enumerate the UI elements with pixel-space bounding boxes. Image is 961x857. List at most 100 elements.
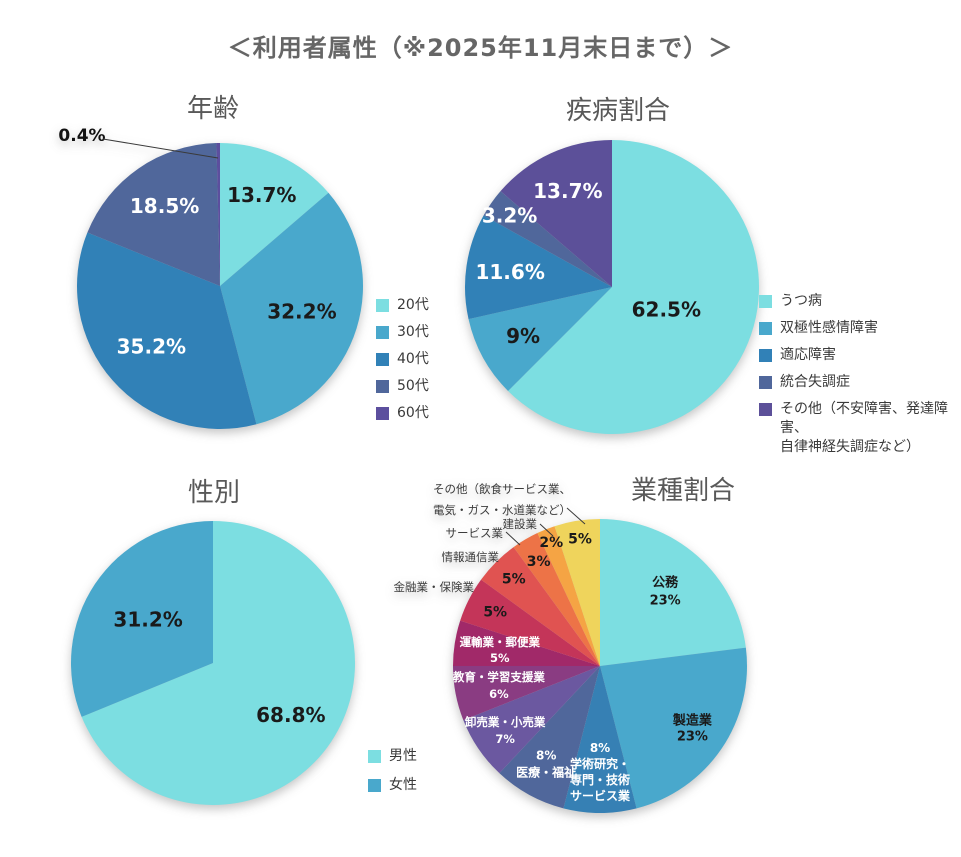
pie-label: 公務 — [652, 575, 679, 591]
legend-swatch — [376, 299, 389, 312]
pie-label: 35.2% — [117, 335, 186, 359]
legend-item-disease-3: 統合失調症 — [759, 373, 961, 392]
legend-swatch — [376, 407, 389, 420]
legend-label: 40代 — [397, 351, 429, 367]
pie-slice-industry-5 — [453, 666, 600, 721]
pie-label: 5% — [568, 532, 592, 548]
legend-label: 20代 — [397, 297, 429, 313]
pie-label: 運輸業・郵便業 — [460, 635, 541, 649]
legend-label: 統合失調症 — [780, 374, 850, 390]
pie-label: 0.4% — [58, 126, 105, 146]
pie-label: 金融業・保険業 — [394, 580, 475, 594]
pie-slice-industry-10 — [537, 526, 600, 666]
legend-swatch — [376, 380, 389, 393]
pie-label: 68.8% — [256, 703, 325, 727]
legend-label: 適応障害 — [780, 347, 836, 363]
pie-industry: 公務23%製造業23%8%学術研究・専門・技術サービス業8%医療・福祉卸売業・小… — [394, 482, 747, 813]
pie-label: 31.2% — [113, 608, 182, 632]
legend-label: 双極性感情障害 — [780, 320, 878, 336]
pie-slice-industry-3 — [499, 666, 600, 809]
legend-swatch — [759, 376, 772, 389]
pie-label: 製造業 — [672, 712, 713, 728]
pie-label: 23% — [650, 594, 681, 609]
pie-label: 卸売業・小売業 — [465, 715, 546, 729]
pie-label: 23% — [677, 729, 708, 744]
label-callout-line — [505, 531, 521, 546]
legend-gender: 男性 女性 — [368, 747, 417, 805]
legend-label: 50代 — [397, 378, 429, 394]
pie-slice-age-3 — [87, 143, 220, 286]
legend-disease: うつ病双極性感情障害 適応障害統合失調症その他（不安障害、発達障害、 自律神経失調症… — [759, 292, 961, 465]
pie-label: 医療・福祉 — [516, 764, 576, 779]
pie-slice-industry-11 — [554, 519, 600, 666]
chart-title-age: 年齢 — [186, 94, 239, 124]
pie-slice-industry-1 — [600, 647, 747, 809]
pie-label: 専門・技術 — [570, 772, 630, 787]
pie-label: 13.7% — [533, 179, 602, 203]
pie-label: 学術研究・ — [570, 756, 630, 771]
label-callout-line — [102, 138, 219, 159]
legend-item-gender-0: 男性 — [368, 747, 417, 766]
legend-swatch — [376, 326, 389, 339]
legend-label: うつ病 — [780, 293, 822, 309]
legend-swatch — [759, 322, 772, 335]
chart-title-industry: 業種割合 — [630, 476, 735, 506]
pie-label: 情報通信業 — [442, 550, 500, 564]
legend-swatch — [376, 353, 389, 366]
legend-item-age-4: 60代 — [376, 404, 429, 423]
pie-label: サービス業 — [446, 526, 504, 540]
pie-slice-disease-0 — [508, 140, 760, 434]
legend-item-age-1: 30代 — [376, 323, 429, 342]
pie-slice-gender-0 — [81, 521, 356, 805]
pie-label: 9% — [506, 324, 540, 348]
legend-swatch — [759, 295, 772, 308]
pie-label: 8% — [536, 748, 556, 762]
legend-label: その他（不安障害、発達障害、 自律神経失調症など） — [780, 401, 948, 455]
pie-label: 11.6% — [475, 260, 544, 284]
legend-label: 男性 — [389, 748, 417, 764]
pie-label: 5% — [490, 651, 510, 665]
legend-item-disease-4: その他（不安障害、発達障害、 自律神経失調症など） — [759, 400, 961, 457]
pie-slice-industry-8 — [481, 547, 600, 666]
pie-label: 6% — [489, 687, 509, 701]
legend-item-gender-1: 女性 — [368, 776, 417, 795]
pie-age: 13.7% 32.2% 35.2% 18.5% 0.4% — [58, 126, 364, 429]
legend-item-disease-1: 双極性感情障害 — [759, 319, 961, 338]
legend-label: 30代 — [397, 324, 429, 340]
pie-label: 8% — [590, 741, 610, 755]
label-callout-line — [539, 523, 554, 537]
legend-swatch — [368, 779, 381, 792]
pie-label: 2% — [539, 535, 563, 551]
pie-slice-age-4 — [216, 143, 220, 286]
pie-slice-age-0 — [220, 143, 329, 286]
pie-slice-industry-9 — [513, 532, 600, 666]
legend-item-disease-2: 適応障害 — [759, 346, 961, 365]
pie-label: 建設業 — [503, 517, 538, 531]
chart-title-disease: 疾病割合 — [565, 96, 670, 126]
pie-label: 電気・ガス・水道業など） — [433, 503, 571, 517]
pie-slice-disease-1 — [468, 287, 612, 391]
legend-age: 20代 30代 40代 50代 60代 — [376, 296, 429, 431]
pie-slice-age-2 — [77, 232, 257, 429]
pie-label: 3.2% — [482, 203, 537, 227]
pie-slice-disease-3 — [483, 191, 612, 287]
pie-label: 5% — [502, 572, 526, 588]
pie-slice-industry-4 — [463, 666, 600, 774]
pie-slice-disease-2 — [464, 215, 612, 320]
pie-label: 5% — [483, 605, 507, 621]
pie-gender: 68.8% 31.2% — [71, 521, 356, 805]
pie-label: 13.7% — [227, 183, 296, 207]
legend-item-age-0: 20代 — [376, 296, 429, 315]
legend-label: 女性 — [389, 777, 417, 793]
pie-label: 教育・学習支援業 — [452, 670, 545, 684]
pie-label: 32.2% — [267, 299, 336, 323]
pie-label: その他（飲食サービス業、 — [433, 482, 571, 496]
chart-title-gender: 性別 — [187, 478, 240, 508]
pie-slice-industry-2 — [563, 666, 637, 813]
pie-label: 7% — [495, 732, 515, 746]
pie-slice-gender-1 — [71, 521, 213, 717]
pie-slice-industry-0 — [600, 519, 746, 666]
legend-item-age-3: 50代 — [376, 377, 429, 396]
